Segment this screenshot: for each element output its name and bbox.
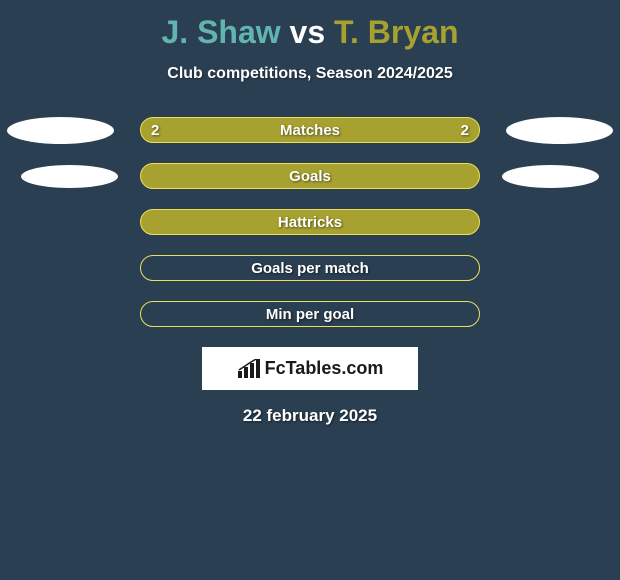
- bar-min-per-goal: Min per goal: [140, 301, 480, 327]
- logo-text: FcTables.com: [265, 358, 384, 379]
- comparison-title: J. Shaw vs T. Bryan: [0, 0, 620, 51]
- row-min-per-goal: Min per goal: [0, 301, 620, 327]
- vs-text: vs: [290, 14, 326, 50]
- ellipse-left: [7, 117, 114, 144]
- row-hattricks: Hattricks: [0, 209, 620, 235]
- bar-matches: 2 Matches 2: [140, 117, 480, 143]
- row-goals: Goals: [0, 163, 620, 189]
- ellipse-right: [506, 117, 613, 144]
- goals-per-match-label: Goals per match: [251, 260, 369, 277]
- bar-hattricks: Hattricks: [140, 209, 480, 235]
- subtitle: Club competitions, Season 2024/2025: [0, 65, 620, 83]
- matches-label: Matches: [280, 122, 340, 139]
- player1-name: J. Shaw: [161, 14, 280, 50]
- logo-box: FcTables.com: [202, 347, 418, 390]
- player2-name: T. Bryan: [334, 14, 458, 50]
- ellipse-left: [21, 165, 118, 188]
- bar-goals: Goals: [140, 163, 480, 189]
- matches-right-value: 2: [461, 122, 469, 139]
- stats-rows: 2 Matches 2 Goals Hattricks Goals per ma…: [0, 117, 620, 327]
- goals-label: Goals: [289, 168, 331, 185]
- matches-left-value: 2: [151, 122, 159, 139]
- bars-icon: [237, 359, 261, 379]
- row-goals-per-match: Goals per match: [0, 255, 620, 281]
- min-per-goal-label: Min per goal: [266, 306, 354, 323]
- ellipse-right: [502, 165, 599, 188]
- logo: FcTables.com: [237, 358, 384, 379]
- hattricks-label: Hattricks: [278, 214, 342, 231]
- bar-goals-per-match: Goals per match: [140, 255, 480, 281]
- row-matches: 2 Matches 2: [0, 117, 620, 143]
- date: 22 february 2025: [0, 406, 620, 426]
